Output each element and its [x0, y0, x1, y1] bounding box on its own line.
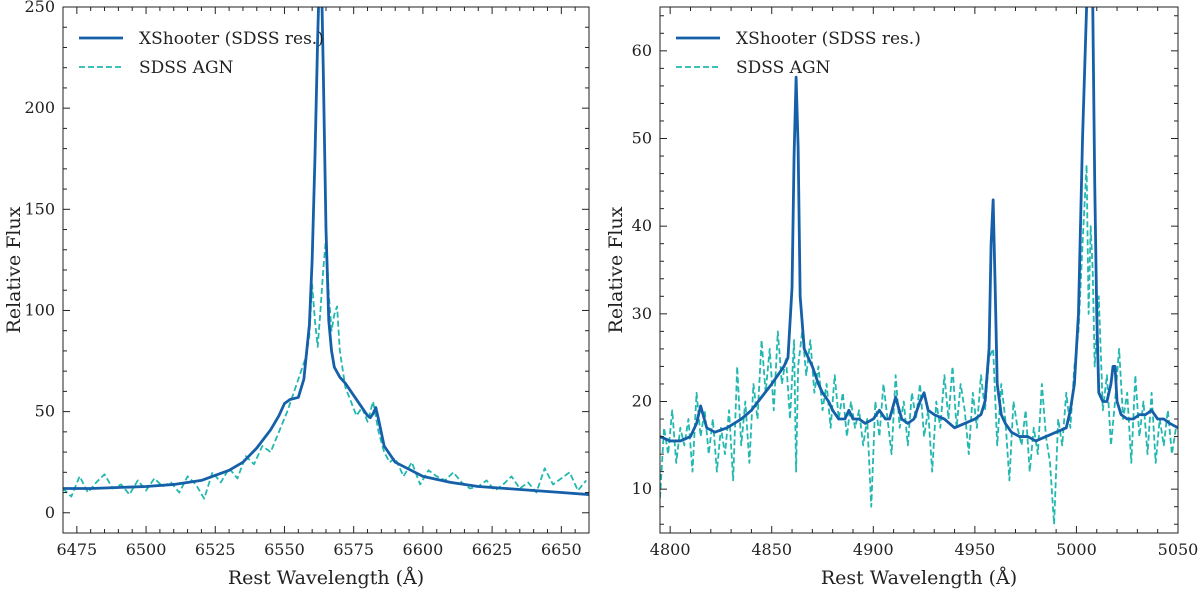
x-tick-label: 4800 [650, 540, 691, 559]
x-tick-label: 4900 [853, 540, 894, 559]
chart-panel-2: 4800 4850 4900 4950 5000 5050 10 20 30 40 50 60 Rest… [605, 6, 1199, 589]
plot-frame [659, 6, 1179, 534]
chart-panel-1: 6475 6500 6525 6550 6575 6600 6625 6650 0 50 100 15… [3, 0, 590, 589]
x-tick-label: 6525 [195, 540, 236, 559]
y-axis-label: Relative Flux [605, 206, 627, 333]
y-tick-label: 60 [632, 41, 652, 60]
x-axis-label: Rest Wavelength (Å) [228, 567, 424, 589]
x-tick-label: 5050 [1158, 540, 1199, 559]
series-line-sdss-agn [660, 163, 1177, 526]
y-tick-label: 200 [24, 98, 55, 117]
legend-label-xshooter: XShooter (SDSS res.) [736, 29, 921, 49]
legend-label-sdss-agn: SDSS AGN [736, 58, 831, 78]
y-tick-label: 10 [632, 479, 652, 498]
y-tick-label: 50 [35, 402, 55, 421]
y-tick-label: 30 [632, 304, 652, 323]
x-tick-label: 6625 [472, 540, 513, 559]
series-line-sdss-agn [63, 236, 587, 500]
y-tick-label: 20 [632, 392, 652, 411]
legend-label-xshooter: XShooter (SDSS res.) [139, 29, 324, 49]
y-tick-label: 0 [45, 503, 55, 522]
x-tick-label: 6600 [403, 540, 444, 559]
series-line-xshooter [63, 7, 589, 496]
y-axis-label: Relative Flux [3, 206, 25, 333]
y-tick-label: 150 [24, 199, 55, 218]
x-tick-label: 5000 [1056, 540, 1097, 559]
legend-label-sdss-agn: SDSS AGN [139, 58, 234, 78]
x-tick-label: 6475 [56, 540, 97, 559]
series-line-xshooter [660, 7, 1178, 443]
y-tick-label: 50 [632, 129, 652, 148]
x-tick-label: 4850 [751, 540, 792, 559]
y-tick-label: 40 [632, 216, 652, 235]
x-tick-label: 4950 [955, 540, 996, 559]
x-tick-label: 6575 [333, 540, 374, 559]
y-tick-label: 250 [24, 0, 55, 16]
x-axis-label: Rest Wavelength (Å) [821, 567, 1017, 589]
x-tick-label: 6550 [264, 540, 305, 559]
y-tick-label: 100 [24, 300, 55, 319]
x-tick-label: 6500 [126, 540, 167, 559]
x-tick-label: 6650 [541, 540, 582, 559]
